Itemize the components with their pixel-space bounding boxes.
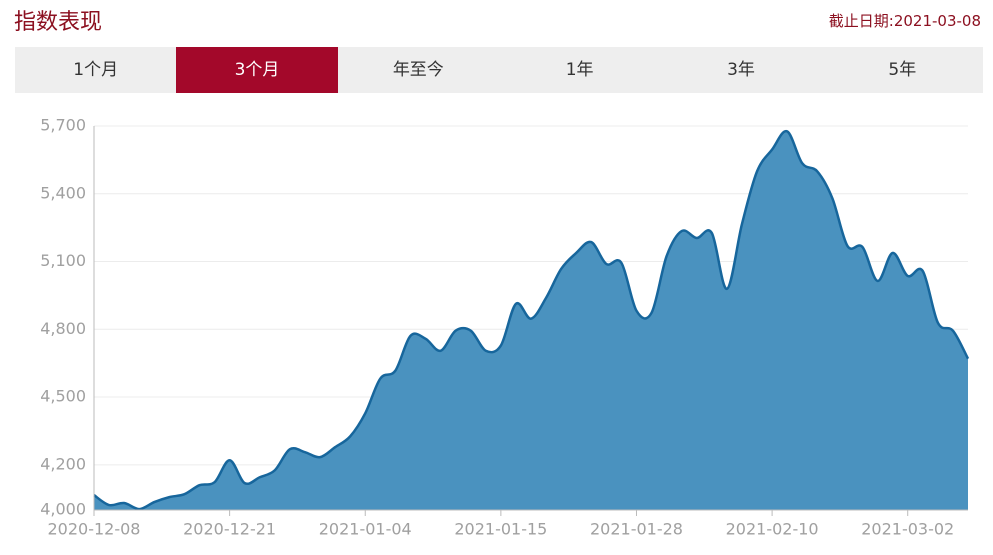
- y-tick-label: 5,100: [40, 251, 86, 270]
- x-tick-label: 2021-01-15: [454, 520, 547, 539]
- tab[interactable]: 1年: [565, 60, 594, 80]
- x-tick-label: 2020-12-08: [48, 520, 141, 539]
- x-tick-label: 2020-12-21: [183, 520, 276, 539]
- tab[interactable]: 3年: [727, 60, 755, 80]
- x-tick-label: 2021-03-02: [861, 520, 954, 539]
- tab[interactable]: 1个月: [73, 60, 119, 80]
- y-tick-label: 4,800: [40, 319, 86, 338]
- tab-bar: 1个月 3个月 年至今 1年 3年 5年: [15, 47, 983, 93]
- y-tick-label: 5,400: [40, 183, 86, 202]
- x-tick-label: 2021-01-04: [319, 520, 412, 539]
- tab[interactable]: 年至今: [392, 60, 444, 80]
- tab[interactable]: 5年: [888, 60, 917, 80]
- y-tick-label: 4,200: [40, 454, 86, 473]
- area: [94, 131, 968, 510]
- page-title: 指数表现: [14, 10, 103, 35]
- x-tick-label: 2021-02-10: [726, 520, 819, 539]
- line: [93, 130, 970, 511]
- x-tick-label: 2021-01-28: [590, 520, 683, 539]
- y-tick-label: 5,700: [40, 116, 86, 135]
- as-of-date: 截止日期:2021-03-08: [828, 12, 981, 30]
- tab[interactable]: 3个月: [176, 47, 338, 93]
- y-tick-label: 4,000: [40, 500, 86, 519]
- y-tick-label: 4,500: [40, 387, 86, 406]
